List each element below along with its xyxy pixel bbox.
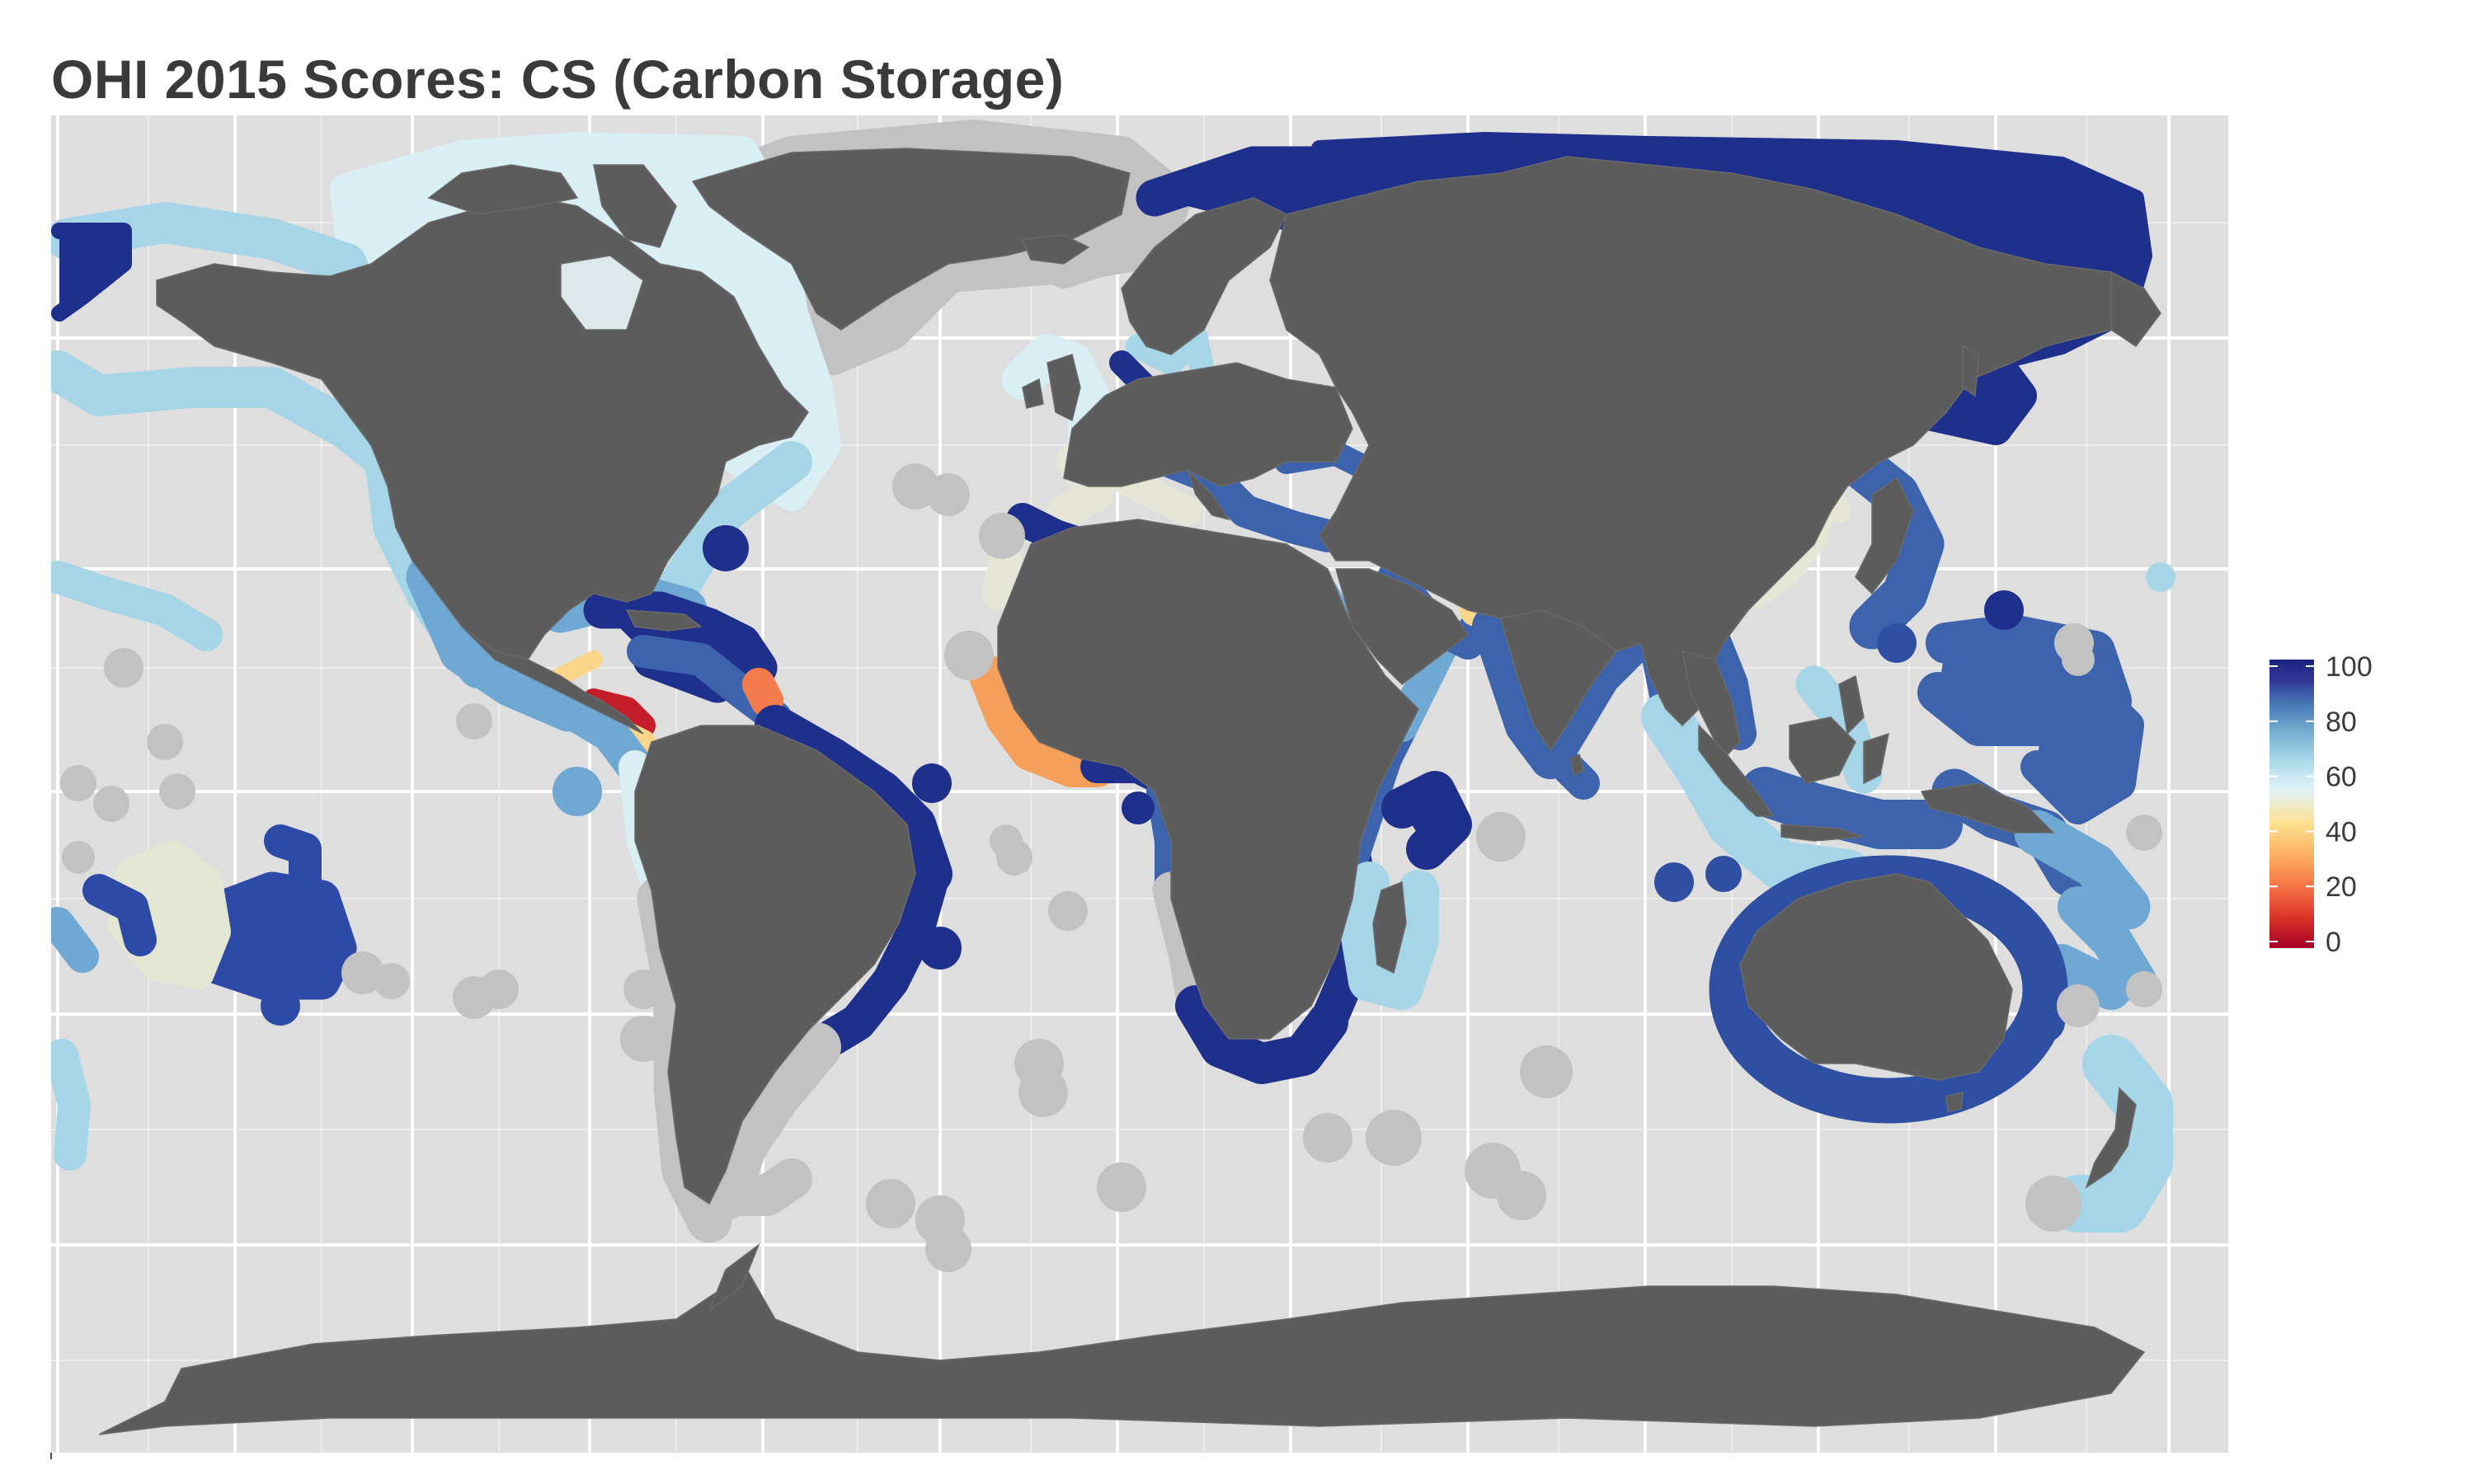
eez-hawaii — [51, 561, 223, 651]
legend-tick-label: 20 — [2326, 871, 2357, 903]
island-eez-markers — [60, 463, 2175, 1272]
color-legend: 100 80 60 40 20 0 — [2269, 651, 2373, 958]
eez-indonesia — [1740, 767, 1963, 849]
eez-vietnam — [1699, 627, 1757, 750]
land-sakhalin — [1962, 345, 1980, 397]
eez-vanuatu — [2058, 886, 2157, 1002]
land-cuba — [625, 609, 703, 632]
land-uk — [1047, 354, 1081, 422]
land-italy — [1187, 469, 1230, 521]
eez-new-zealand — [2049, 1035, 2173, 1233]
eez-polynesia-dark — [187, 871, 357, 1000]
land-sulawesi — [1863, 732, 1889, 785]
land-ireland — [1022, 378, 1044, 409]
legend-colorbar — [2269, 660, 2314, 948]
legend-tick-label: 100 — [2326, 651, 2373, 683]
eez-brazil-east — [797, 855, 951, 1066]
land-australia — [1739, 873, 2013, 1081]
land-masses — [98, 148, 2161, 1435]
land-hudson-bay — [560, 255, 644, 331]
eez-southwest-pacific — [51, 1039, 91, 1171]
eez-india-east — [1530, 622, 1653, 779]
land-antarctic-peninsula — [708, 1242, 760, 1313]
land-tasmania — [1945, 1092, 1964, 1112]
land-greenland — [691, 148, 1131, 331]
eez-central-am-yellow2 — [552, 650, 603, 685]
eez-trinidad — [742, 668, 783, 717]
eez-baltic — [1126, 326, 1216, 392]
land-iceland — [1021, 234, 1090, 265]
eez-sumatra — [1641, 693, 1872, 899]
land-mexico — [461, 626, 644, 735]
legend-ticks: 100 80 60 40 20 0 — [2269, 651, 2373, 958]
eez-brazil-north — [755, 705, 952, 895]
land-sumatra — [1698, 724, 1775, 817]
eez-samoa — [82, 874, 157, 956]
land-south-america — [634, 725, 916, 1205]
land-philippines — [1838, 674, 1865, 735]
land-india — [1500, 609, 1618, 752]
legend-tick-label: 80 — [2326, 707, 2357, 738]
eez-fiji — [51, 907, 99, 973]
eez-aleutian-west — [51, 223, 132, 322]
eez-polynesia-east — [264, 824, 322, 907]
land-sri-lanka — [1570, 753, 1584, 777]
eez-new-caledonia — [2041, 944, 2132, 1010]
land-africa — [997, 519, 1419, 1040]
eez-falklands — [705, 1158, 812, 1216]
eez-madagascar — [1340, 862, 1439, 1010]
land-canadian-islands — [427, 164, 579, 215]
land-japan — [1855, 477, 1914, 595]
eez-micronesia — [2020, 668, 2144, 824]
legend-tick-label: 40 — [2326, 816, 2357, 848]
eez-sri-lanka — [1550, 750, 1600, 800]
land-scandinavia — [1121, 197, 1288, 355]
eez-seychelles — [1381, 771, 1472, 870]
land-borneo — [1789, 716, 1856, 784]
eez-western-sahara — [981, 544, 1023, 610]
land-kamchatka — [2110, 270, 2161, 348]
land-arabia — [1335, 568, 1470, 685]
eez-south-africa — [1175, 985, 1348, 1084]
land-se-asia — [1681, 650, 1741, 760]
eez-argentina — [701, 1022, 841, 1220]
legend-tick-label: 0 — [2326, 927, 2341, 958]
land-new-guinea — [1920, 782, 2055, 834]
land-new-zealand — [2085, 1087, 2137, 1189]
eez-solomons — [2014, 810, 2151, 930]
legend-tick-label: 60 — [2326, 762, 2357, 793]
land-baffin — [593, 164, 677, 248]
eez-japan — [1832, 439, 1945, 650]
map-title: OHI 2015 Scores: CS (Carbon Storage) — [51, 49, 1065, 110]
land-europe — [1063, 362, 1353, 487]
land-java — [1780, 824, 1865, 842]
land-madagascar — [1372, 881, 1407, 974]
